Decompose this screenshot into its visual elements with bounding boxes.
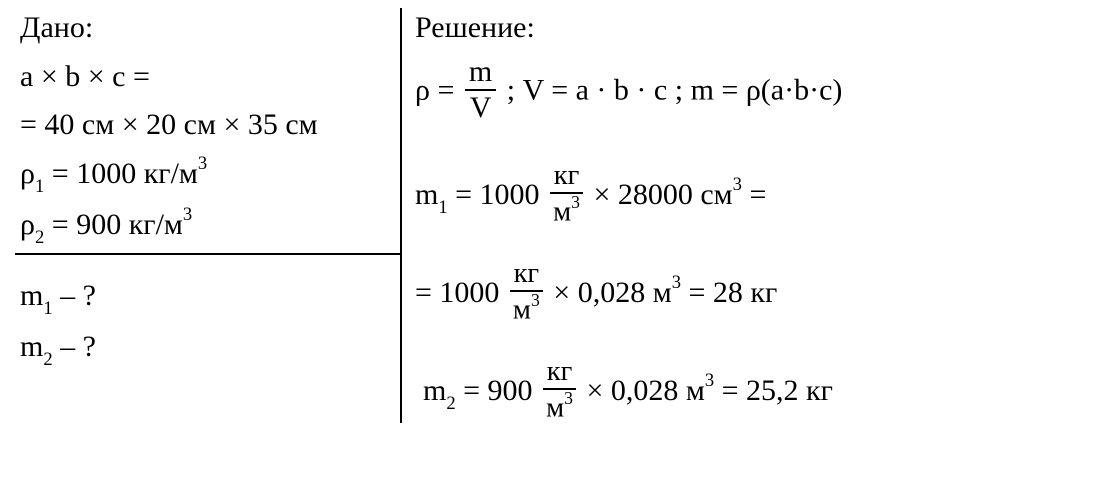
rho2-subscript: 2 [35,227,44,248]
vertical-divider [400,8,402,423]
formula-sep-1: ; [507,73,523,106]
dimensions-line-1: a × b × c = [20,57,395,98]
physics-problem-page: ©5terka.com Дано: a × b × c = = 40 см × … [0,0,1098,500]
m1-calc-symbol: m [415,177,438,210]
eq4-frac-den: м3 [543,390,576,425]
eq2-frac-num: кг [550,160,583,195]
rho-eq-label: ρ = [415,73,462,106]
eq4-den-sup: 3 [564,388,573,408]
volume-formula: V = a · b · c [523,73,668,106]
given-label: Дано: [20,8,395,49]
m2-calc-symbol: m [423,373,446,406]
m2-symbol: m [20,330,43,363]
eq3-tail: = 28 кг [681,275,777,308]
eq2-tail: = [742,177,766,210]
rho1-subscript: 1 [35,176,44,197]
eq3-den-base: м [513,295,531,326]
m1-calc-sub: 1 [438,197,447,218]
eq3-frac-den: м3 [510,292,543,327]
m2-subscript: 2 [43,349,52,370]
m1-calc-line-1: m1 = 1000 кг м3 × 28000 см3 = [415,162,1075,232]
m1-question: m1 – ? [20,276,395,319]
eq3-den-sup: 3 [531,290,540,310]
eq4-mult: × 0,028 м [586,373,704,406]
m1-calc-eq: = 1000 [448,177,547,210]
eq2-cm-sup: 3 [733,174,742,195]
eq2-den-sup: 3 [571,192,580,212]
solution-label: Решение: [415,8,1075,49]
eq2-unit-fraction: кг м3 [550,160,583,230]
rho2-symbol: ρ [20,208,35,241]
eq3-prefix: = 1000 [415,275,507,308]
rho-fraction: m V [465,55,496,126]
m1-subscript: 1 [43,298,52,319]
eq4-den-base: м [546,393,564,424]
dims-value: 40 см × 20 см × 35 см [44,108,317,141]
m1-calc-line-2: = 1000 кг м3 × 0,028 м3 = 28 кг [415,260,1075,330]
mass-formula: m = ρ(a·b·c) [691,73,843,106]
spacer [20,256,395,276]
formula-sep-2: ; [675,73,691,106]
dims-prefix: = [20,108,44,141]
rho-frac-den: V [465,91,496,126]
rho1-unit-sup: 3 [198,153,207,174]
rho2-unit-sup: 3 [183,204,192,225]
rho1-symbol: ρ [20,157,35,190]
m2-calc-eq: = 900 [456,373,540,406]
eq3-frac-num: кг [510,258,543,293]
m2-question: m2 – ? [20,327,395,370]
solution-column: Решение: ρ = m V ; V = a · b · c ; m = ρ… [415,8,1075,428]
rho2-value: = 900 кг/м [44,208,183,241]
m2-q-tail: – ? [53,330,96,363]
eq4-m-sup: 3 [705,370,714,391]
eq2-frac-den: м3 [550,194,583,229]
m1-q-tail: – ? [53,279,96,312]
m1-symbol: m [20,279,43,312]
eq3-unit-fraction: кг м3 [510,258,543,328]
rho1-value: = 1000 кг/м [44,157,198,190]
eq3-mult: × 0,028 м [553,275,671,308]
eq2-den-base: м [553,197,571,228]
eq2-mult: × 28000 см [593,177,732,210]
rho1-line: ρ1 = 1000 кг/м3 [20,154,395,197]
m2-calc-line: m2 = 900 кг м3 × 0,028 м3 = 25,2 кг [415,358,1075,428]
rho-frac-num: m [465,55,496,92]
eq4-frac-num: кг [543,356,576,391]
eq4-unit-fraction: кг м3 [543,356,576,426]
eq4-tail: = 25,2 кг [714,373,833,406]
rho2-line: ρ2 = 900 кг/м3 [20,205,395,248]
dimensions-line-2: = 40 см × 20 см × 35 см [20,105,395,146]
m2-calc-sub: 2 [446,393,455,414]
formula-line: ρ = m V ; V = a · b · c ; m = ρ(a·b·c) [415,57,1075,128]
eq3-m-sup: 3 [672,272,681,293]
given-column: Дано: a × b × c = = 40 см × 20 см × 35 с… [20,8,395,378]
